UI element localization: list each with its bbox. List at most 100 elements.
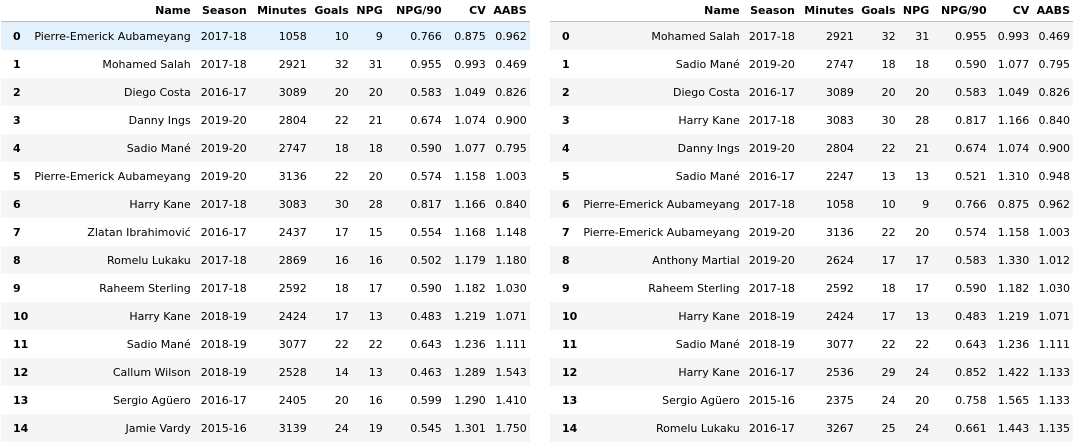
cell-npg: 20 (915, 393, 930, 407)
table-row: 4 Sadio Mané 2019-20 2747 18 18 0.590 1.077 0.79… (1, 134, 530, 162)
cell-npg: 13 (898, 302, 933, 330)
cell-minutes: 1058 (797, 190, 857, 218)
cell-npg90: 0.599 (410, 393, 442, 407)
cell-npg90: 0.661 (932, 414, 990, 442)
cell-minutes: 2921 (278, 57, 307, 71)
cell-goals: 22 (334, 337, 349, 351)
cell-npg90: 0.758 (955, 393, 987, 407)
cell-name: Mohamed Salah (102, 57, 191, 71)
cell-name: Sergio Agüero (113, 393, 191, 407)
cell-npg: 13 (351, 358, 386, 386)
cell-npg90: 0.554 (410, 225, 442, 239)
cell-goals: 20 (309, 78, 352, 106)
cell-cv: 1.077 (444, 134, 489, 162)
cell-goals: 10 (856, 190, 899, 218)
cell-npg90: 0.583 (385, 78, 445, 106)
cell-name: Raheem Sterling (648, 281, 740, 295)
cell-season: 2019-20 (742, 246, 798, 274)
cell-goals: 17 (309, 302, 352, 330)
cell-npg90: 0.463 (385, 358, 445, 386)
cell-aabs: 1.071 (488, 302, 530, 330)
table-row: 8 Romelu Lukaku 2017-18 2869 16 16 0.502 1.179 1… (1, 246, 530, 274)
column-header-index (1, 0, 32, 22)
cell-goals: 22 (334, 113, 349, 127)
cell-npg: 24 (898, 414, 933, 442)
cell-aabs: 1.180 (488, 246, 530, 274)
row-index: 9 (13, 281, 21, 295)
cell-name: Sadio Mané (675, 169, 740, 183)
table-row: 7 Pierre-Emerick Aubameyang 2019-20 3136 22 2… (550, 218, 1073, 246)
cell-minutes: 2624 (797, 246, 857, 274)
cell-npg90: 0.590 (385, 134, 445, 162)
cell-season: 2017-18 (748, 113, 795, 127)
cell-name: Zlatan Ibrahimović (87, 225, 191, 239)
column-header-season: Season (193, 0, 250, 22)
column-header-cv: CV (989, 0, 1033, 22)
cell-npg: 18 (915, 57, 930, 71)
cell-name: Anthony Martial (580, 246, 743, 274)
cell-npg: 18 (351, 134, 386, 162)
cell-name: Sadio Mané (675, 337, 740, 351)
table-row: 0 Mohamed Salah 2017-18 2921 32 31 0.955 0.993 0… (550, 21, 1073, 50)
cell-cv: 1.330 (989, 246, 1033, 274)
cell-aabs: 0.795 (1038, 57, 1071, 71)
cell-season: 2015-16 (193, 414, 250, 442)
cell-cv: 1.422 (989, 358, 1033, 386)
cell-name: Mohamed Salah (580, 21, 743, 50)
table-row: 2 Diego Costa 2016-17 3089 20 20 0.583 1.049 0.8… (1, 78, 530, 106)
cell-npg: 28 (351, 190, 386, 218)
cell-aabs: 0.840 (1038, 113, 1071, 127)
cell-minutes: 2804 (278, 113, 307, 127)
cell-cv: 0.993 (989, 21, 1033, 50)
row-index: 6 (550, 190, 581, 218)
cell-npg: 31 (368, 57, 383, 71)
cell-npg: 16 (368, 393, 383, 407)
cell-aabs: 1.135 (1032, 414, 1073, 442)
cell-season: 2016-17 (742, 78, 798, 106)
cell-season: 2019-20 (748, 225, 795, 239)
column-header-npg90: NPG/90 (932, 0, 990, 22)
cell-minutes: 3089 (249, 78, 310, 106)
row-index: 7 (562, 225, 570, 239)
cell-npg: 20 (351, 78, 386, 106)
row-index: 12 (550, 358, 581, 386)
cell-aabs: 0.840 (488, 190, 530, 218)
column-header-cv: CV (444, 0, 489, 22)
table-row: 5 Pierre-Emerick Aubameyang 2019-20 3136 22 2… (1, 162, 530, 190)
cell-npg90: 0.817 (385, 190, 445, 218)
row-index: 5 (13, 169, 21, 183)
cell-npg: 9 (351, 21, 386, 50)
cell-minutes: 2528 (249, 358, 310, 386)
cell-goals: 22 (856, 134, 899, 162)
table-row: 1 Mohamed Salah 2017-18 2921 32 31 0.955 0.993 0… (1, 50, 530, 78)
cell-npg: 13 (915, 169, 930, 183)
cell-name: Diego Costa (580, 78, 743, 106)
table-row: 12 Harry Kane 2016-17 2536 29 24 0.852 1.422 1.1… (550, 358, 1073, 386)
cell-cv: 1.236 (997, 337, 1030, 351)
cell-cv: 1.182 (997, 281, 1030, 295)
cell-aabs: 1.111 (495, 337, 527, 351)
cell-npg90: 0.643 (410, 337, 442, 351)
column-header-goals: Goals (309, 0, 352, 22)
cell-npg90: 0.955 (932, 21, 990, 50)
cell-minutes: 3267 (797, 414, 857, 442)
table-row: 14 Romelu Lukaku 2016-17 3267 25 24 0.661 1.443… (550, 414, 1073, 442)
cell-cv: 1.168 (454, 225, 486, 239)
cell-cv: 0.875 (989, 190, 1033, 218)
cell-npg90: 0.852 (932, 358, 990, 386)
cell-aabs: 1.003 (495, 169, 527, 183)
table-row: 10 Harry Kane 2018-19 2424 17 13 0.483 1.219 1.0… (550, 302, 1073, 330)
cell-season: 2019-20 (193, 134, 250, 162)
cell-aabs: 1.133 (1038, 393, 1071, 407)
cell-name: Callum Wilson (31, 358, 194, 386)
cell-minutes: 3083 (249, 190, 310, 218)
cell-aabs: 0.962 (1032, 190, 1073, 218)
cell-minutes: 3136 (278, 169, 307, 183)
cell-npg: 28 (915, 113, 930, 127)
row-index: 12 (1, 358, 32, 386)
cell-season: 2018-19 (193, 302, 250, 330)
row-index: 2 (550, 78, 581, 106)
cell-goals: 29 (856, 358, 899, 386)
cell-season: 2017-18 (200, 281, 247, 295)
cell-aabs: 0.948 (1038, 169, 1071, 183)
